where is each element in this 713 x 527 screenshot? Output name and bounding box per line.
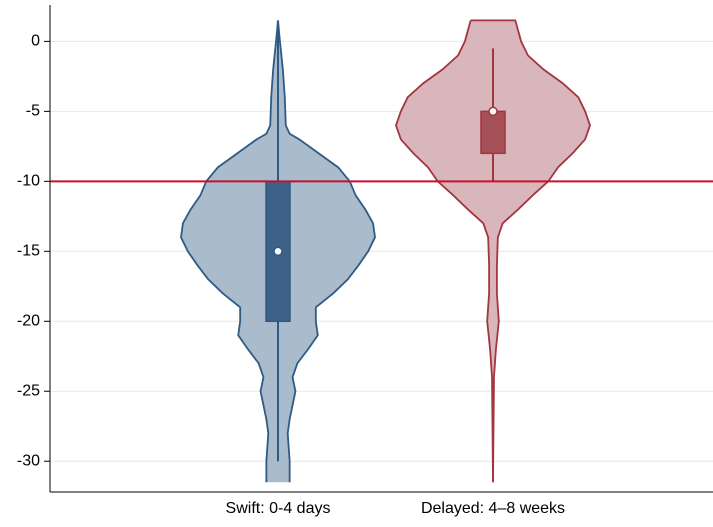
y-tick-label: -15 bbox=[17, 243, 40, 260]
x-tick-label: Delayed: 4–8 weeks bbox=[421, 500, 565, 517]
violin-half bbox=[493, 20, 590, 483]
violin-half bbox=[396, 20, 493, 483]
violin-outline bbox=[395, 20, 494, 483]
y-tick-label: -30 bbox=[17, 452, 40, 469]
violin-outline bbox=[470, 19, 591, 483]
y-tick-label: 0 bbox=[31, 33, 40, 50]
violin-outline bbox=[180, 20, 279, 483]
y-tick-label: -25 bbox=[17, 382, 40, 399]
y-tick-label: -5 bbox=[26, 103, 40, 120]
violin-outline bbox=[277, 20, 376, 483]
y-tick-label: -20 bbox=[17, 312, 40, 329]
violin-half bbox=[278, 20, 375, 483]
box bbox=[480, 110, 506, 155]
y-tick-label: -10 bbox=[17, 173, 40, 190]
box bbox=[265, 180, 291, 323]
violin-half bbox=[181, 20, 278, 483]
x-tick-label: Swift: 0-4 days bbox=[226, 500, 331, 517]
median bbox=[273, 246, 283, 257]
median bbox=[488, 106, 498, 117]
